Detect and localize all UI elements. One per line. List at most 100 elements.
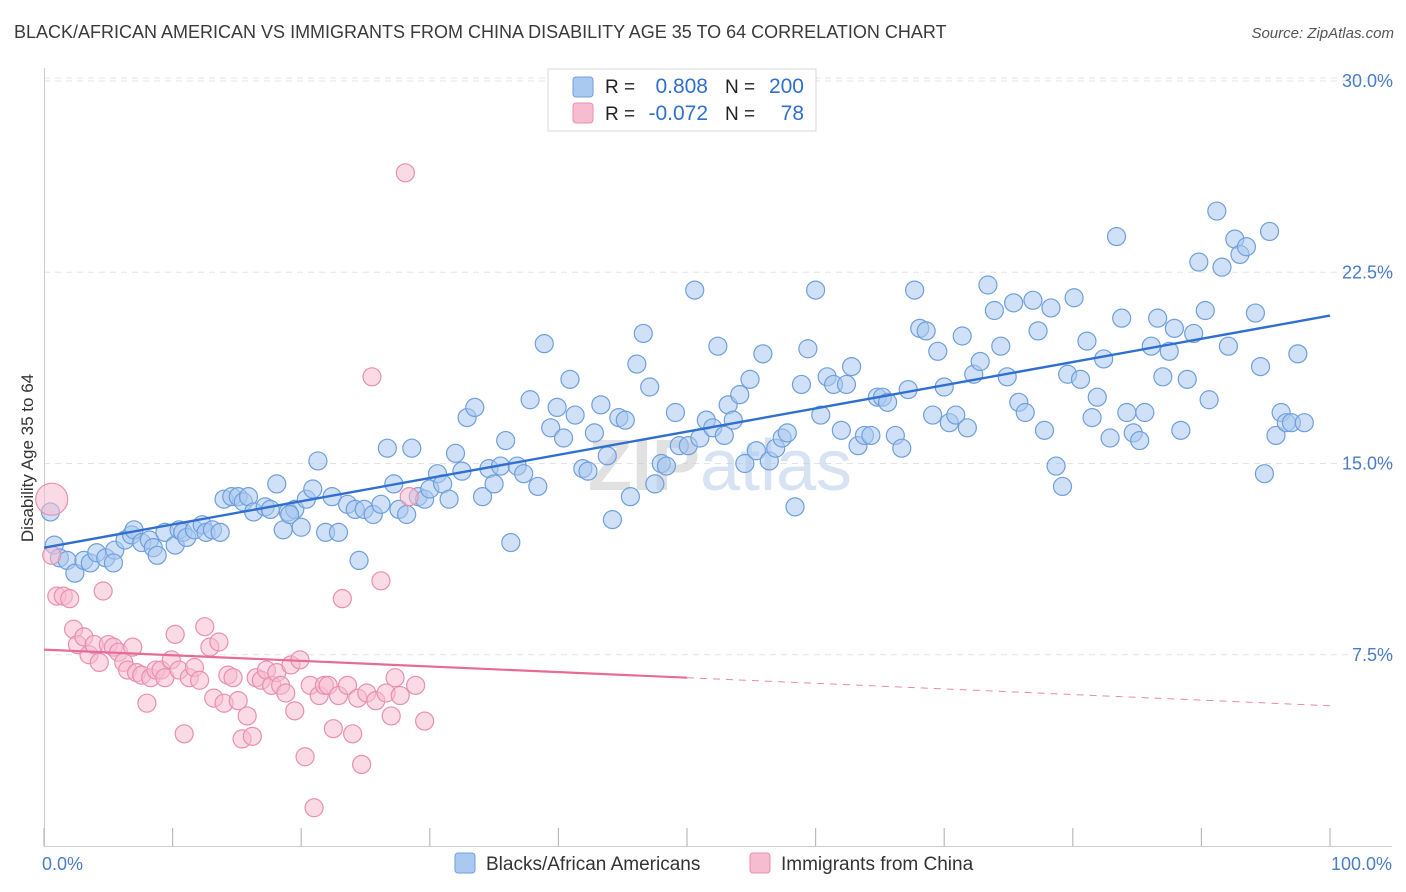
data-point-blacks	[735, 453, 755, 474]
data-point-blacks	[952, 326, 972, 346]
x-tick-label-max: 100.0%	[1331, 854, 1392, 874]
legend-r-label-2: R =	[605, 104, 635, 125]
data-point-blacks	[260, 499, 280, 519]
data-point-blacks	[842, 357, 862, 377]
grid	[44, 77, 1392, 656]
data-point-blacks	[753, 344, 773, 364]
data-point-blacks	[484, 474, 504, 494]
data-point-china	[276, 683, 296, 703]
data-point-blacks	[584, 423, 605, 443]
legend-n-label-1: N =	[725, 77, 755, 98]
data-point-china	[223, 668, 243, 688]
chart-source: Source: ZipAtlas.com	[1251, 25, 1394, 42]
data-point-blacks	[565, 405, 585, 425]
data-point-blacks	[1100, 428, 1120, 448]
data-point-china	[395, 163, 415, 183]
data-point-blacks	[1218, 336, 1239, 356]
data-point-blacks	[1288, 344, 1308, 364]
legend-swatch-blue	[572, 76, 594, 98]
legend-bottom-swatch-blue	[454, 852, 476, 874]
data-point-blacks	[1034, 420, 1055, 440]
data-point-blacks	[349, 550, 369, 571]
data-point-blacks	[805, 280, 826, 300]
data-point-blacks	[1212, 257, 1232, 277]
data-point-blacks	[928, 341, 948, 361]
data-point-blacks	[740, 369, 760, 389]
data-point-blacks	[627, 354, 647, 374]
data-point-blacks	[1015, 402, 1035, 423]
data-point-blacks	[723, 410, 743, 430]
data-point-blacks	[861, 425, 881, 446]
data-point-blacks	[645, 474, 665, 494]
data-point-blacks	[1259, 221, 1280, 242]
data-point-blacks	[1130, 430, 1150, 451]
data-point-china	[385, 668, 405, 688]
blue-points	[40, 201, 1314, 583]
trend-line-china-extrapolated	[686, 677, 1331, 707]
legend-r-value-1: 0.808	[655, 75, 708, 98]
data-point-blacks	[308, 451, 328, 471]
data-point-blacks	[1148, 308, 1168, 328]
data-point-blacks	[978, 275, 998, 295]
legend-bottom-label-pink: Immigrants from China	[781, 854, 974, 875]
data-point-blacks	[147, 545, 167, 565]
data-point-blacks	[280, 504, 300, 525]
data-point-blacks	[798, 339, 818, 359]
data-point-blacks	[1195, 300, 1215, 321]
data-point-blacks	[1159, 341, 1179, 361]
data-point-blacks	[541, 418, 561, 438]
data-point-blacks	[597, 446, 617, 466]
data-point-blacks	[560, 369, 580, 389]
y-tick-label: 22.5%	[1342, 262, 1393, 282]
legend-n-label-2: N =	[725, 104, 755, 125]
data-point-china	[174, 724, 194, 744]
data-point-blacks	[746, 441, 767, 461]
data-point-blacks	[685, 280, 705, 300]
data-point-blacks	[997, 367, 1017, 387]
data-point-blacks	[1236, 237, 1257, 257]
data-point-blacks	[445, 443, 466, 463]
data-point-blacks	[640, 377, 660, 397]
data-point-blacks	[1046, 456, 1066, 476]
data-point-blacks	[1254, 464, 1275, 484]
data-point-blacks	[633, 323, 653, 344]
data-point-blacks	[496, 430, 516, 451]
legend-bottom-label-blue: Blacks/African Americans	[486, 854, 700, 875]
legend-bottom-swatch-pink	[749, 852, 771, 874]
data-point-blacks	[1004, 293, 1024, 313]
data-point-blacks	[984, 300, 1004, 321]
data-point-blacks	[1028, 321, 1048, 341]
data-point-blacks	[615, 410, 635, 430]
data-point-blacks	[1041, 298, 1061, 318]
data-point-china	[42, 545, 62, 565]
data-point-blacks	[714, 425, 734, 446]
trend-line-blacks	[43, 314, 1331, 549]
data-point-china	[371, 571, 391, 591]
pink-points	[35, 163, 435, 818]
data-point-china	[35, 482, 69, 516]
data-point-china	[304, 798, 324, 818]
data-point-blacks	[1189, 252, 1209, 272]
data-point-blacks	[1135, 402, 1155, 423]
data-point-blacks	[1199, 390, 1219, 410]
legend-top: R = 0.808 N = 200 R = -0.072 N = 78	[547, 68, 817, 132]
y-tick-label: 30.0%	[1342, 71, 1393, 91]
y-tick-label: 15.0%	[1342, 454, 1393, 474]
data-point-blacks	[1207, 201, 1227, 221]
data-point-blacks	[777, 423, 797, 443]
data-point-blacks	[267, 474, 287, 494]
x-ticks	[43, 828, 1331, 846]
data-point-blacks	[303, 479, 323, 499]
trend-lines	[43, 314, 1331, 707]
data-point-blacks	[210, 522, 230, 542]
data-point-blacks	[377, 438, 397, 458]
data-point-china	[60, 589, 80, 609]
data-point-blacks	[371, 494, 391, 514]
x-tick-label-min: 0.0%	[42, 854, 83, 874]
data-point-blacks	[553, 428, 574, 448]
data-point-blacks	[578, 461, 598, 481]
data-point-blacks	[472, 487, 493, 507]
data-point-china	[295, 747, 315, 767]
data-point-blacks	[892, 438, 912, 458]
